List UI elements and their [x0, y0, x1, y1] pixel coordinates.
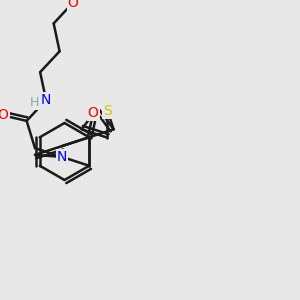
Text: N: N: [41, 93, 51, 107]
Text: H: H: [30, 96, 39, 109]
Text: O: O: [88, 106, 99, 120]
Text: S: S: [103, 103, 112, 118]
Text: N: N: [57, 150, 67, 164]
Text: O: O: [0, 108, 8, 122]
Text: O: O: [68, 0, 79, 10]
